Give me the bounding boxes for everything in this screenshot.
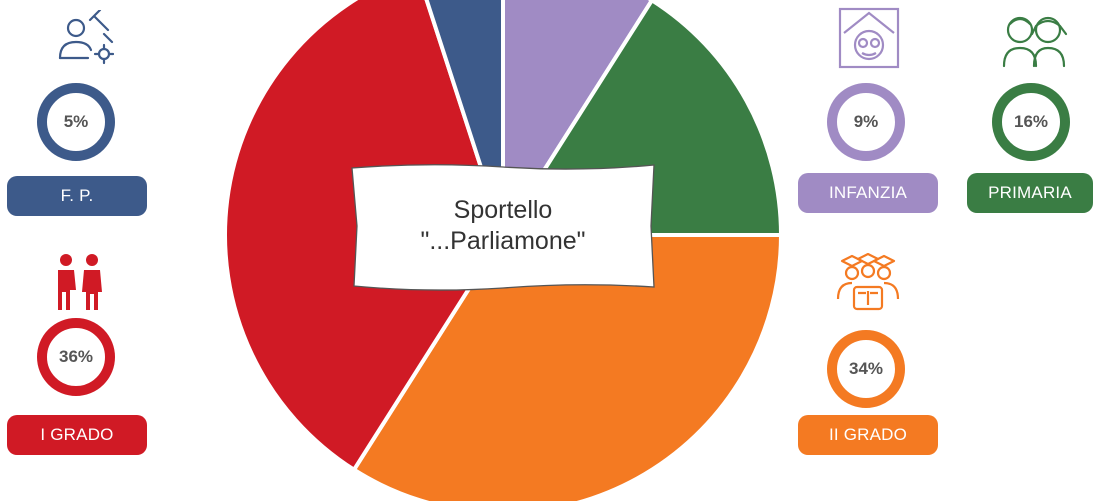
chart-title-line1: Sportello (453, 196, 553, 224)
chart-title-line2: "...Parliamone" (420, 227, 586, 255)
kindergarten-house-icon (838, 7, 900, 69)
pie-slice-ii-grado (352, 233, 783, 501)
ring-primaria: 16% (992, 83, 1070, 161)
ring-primaria-value: 16% (1013, 112, 1049, 131)
ring-iigrado-value: 34% (848, 359, 884, 378)
technician-tools-icon (58, 10, 114, 65)
chart-title-card: Sportello "...Parliamone" (348, 160, 658, 292)
ring-iigrado: 34% (827, 330, 905, 408)
ring-infanzia-value: 9% (853, 112, 879, 131)
children-icon (1002, 16, 1068, 68)
label-igrado: I GRADO (7, 415, 147, 455)
label-infanzia: INFANZIA (798, 173, 938, 213)
ring-igrado-value: 36% (58, 347, 94, 366)
ring-fp-value: 5% (63, 112, 89, 131)
graduates-book-icon (836, 253, 900, 311)
label-primaria: PRIMARIA (967, 173, 1093, 213)
students-icon (58, 254, 102, 310)
ring-igrado: 36% (37, 318, 115, 396)
label-iigrado: II GRADO (798, 415, 938, 455)
label-fp: F. P. (7, 176, 147, 216)
ring-fp: 5% (37, 83, 115, 161)
ring-infanzia: 9% (827, 83, 905, 161)
